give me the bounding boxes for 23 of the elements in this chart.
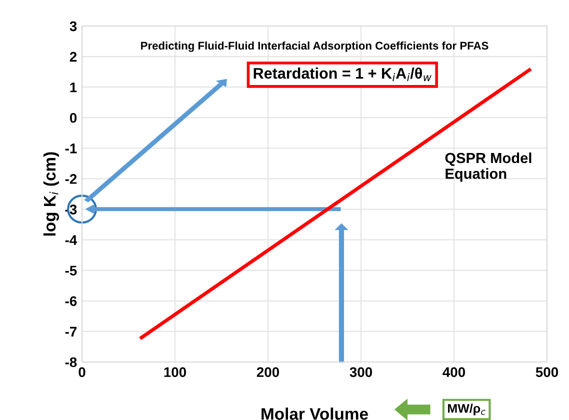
x-tick-label: 500 [536, 367, 558, 378]
x-axis-title: Molar Volume [262, 408, 368, 420]
y-tick-label: -1 [65, 144, 77, 154]
x-tick-label: 0 [78, 367, 86, 378]
x-tick-label: 200 [256, 367, 280, 378]
y-tick-label: 0 [70, 112, 77, 123]
x-tick-label: 100 [164, 367, 186, 378]
y-tick-label: -4 [65, 235, 78, 245]
y-axis-title: log K$_{i}$ (cm) [43, 152, 60, 236]
y-tick-label: 2 [70, 52, 77, 62]
y-tick-label: 3 [70, 21, 77, 32]
y-tick-label: -7 [65, 326, 77, 336]
text: MW/ρ$_{c}$ [448, 404, 486, 416]
y-tick-label: -5 [65, 266, 77, 276]
y-tick-label: -8 [65, 357, 77, 368]
text: Predicting Fluid-Fluid Interfacial Adsorption Coefficients for PFAS [141, 41, 488, 52]
annotation: QSPR Model Equation [445, 152, 532, 182]
x-tick-label: 300 [350, 367, 372, 378]
annotation: Retardation = 1 + K$_{i}$A$_{i}$/θ$_{w}$ [254, 68, 432, 82]
y-tick-label: -2 [65, 174, 77, 184]
x-tick-label: 400 [442, 367, 466, 378]
y-tick-label: 1 [70, 82, 77, 92]
y-tick-label: -6 [65, 296, 77, 306]
